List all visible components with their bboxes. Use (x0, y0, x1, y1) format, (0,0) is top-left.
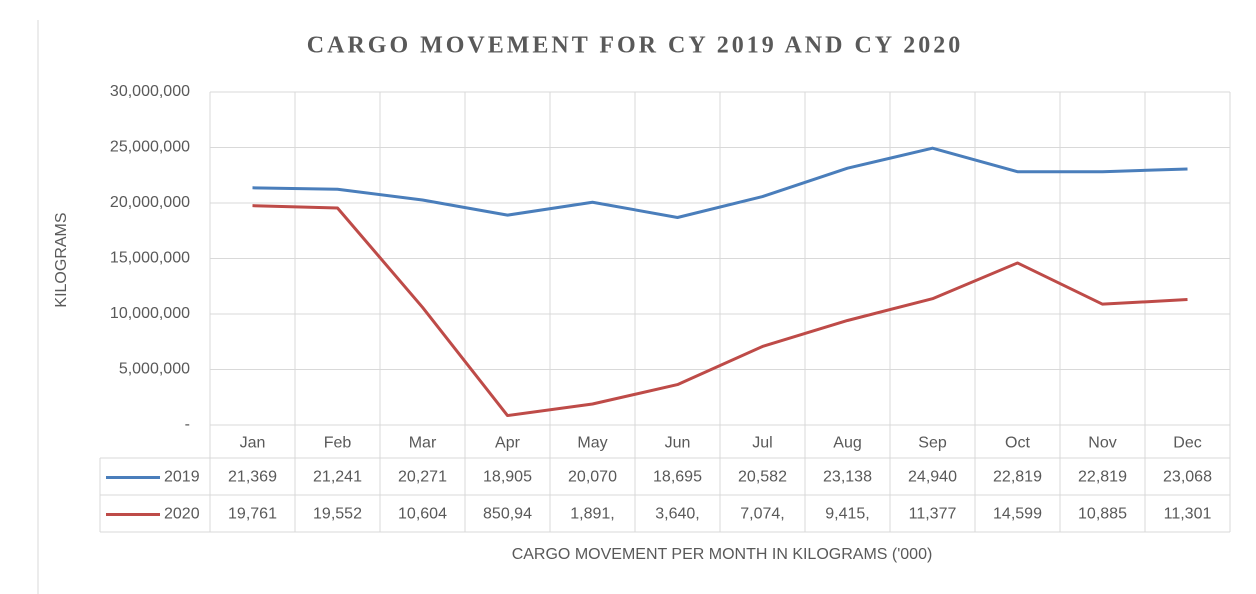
data-label: 9,415, (825, 506, 869, 523)
x-tick-label: Feb (324, 435, 352, 452)
data-label: 20,582 (738, 469, 787, 486)
data-label: 11,301 (1164, 506, 1212, 523)
x-tick-label: Oct (1005, 435, 1030, 452)
data-label: 24,940 (908, 469, 957, 486)
data-label: 19,552 (313, 506, 362, 523)
data-label: 14,599 (993, 506, 1042, 523)
x-tick-label: Jul (752, 435, 772, 452)
data-label: 18,905 (483, 469, 532, 486)
data-label: 22,819 (1078, 469, 1127, 486)
x-tick-label: Sep (918, 435, 947, 452)
x-tick-label: Jan (240, 435, 266, 452)
data-label: 7,074, (740, 506, 784, 523)
data-label: 20,271 (398, 469, 447, 486)
y-tick-label: - (185, 416, 190, 433)
data-label: 19,761 (228, 506, 277, 523)
series-line (252, 146, 1188, 219)
x-tick-label: Jun (665, 435, 691, 452)
y-axis-label: KILOGRAMS (53, 212, 70, 307)
data-label: 10,604 (398, 506, 447, 523)
x-tick-label: May (577, 435, 607, 452)
data-label: 3,640, (655, 506, 699, 523)
x-tick-label: Mar (409, 435, 437, 452)
data-label: 23,068 (1163, 469, 1212, 486)
chart-title: CARGO MOVEMENT FOR CY 2019 AND CY 2020 (307, 33, 963, 59)
data-label: 850,94 (483, 506, 532, 523)
series-line (252, 204, 1188, 418)
y-tick-label: 10,000,000 (110, 305, 190, 322)
data-label: 20,070 (568, 469, 617, 486)
y-tick-label: 20,000,000 (110, 194, 190, 211)
data-label: 21,369 (228, 469, 277, 486)
data-label: 23,138 (823, 469, 872, 486)
data-label: 10,885 (1078, 506, 1127, 523)
x-axis-label: CARGO MOVEMENT PER MONTH IN KILOGRAMS ('… (512, 546, 933, 563)
legend-label: 2020 (164, 506, 200, 523)
y-tick-label: 5,000,000 (119, 361, 190, 378)
data-label: 22,819 (993, 469, 1042, 486)
x-tick-label: Apr (495, 435, 521, 452)
data-label: 1,891, (570, 506, 614, 523)
data-label: 21,241 (313, 469, 362, 486)
y-tick-label: 30,000,000 (110, 83, 190, 100)
x-tick-label: Aug (833, 435, 861, 452)
x-tick-label: Nov (1088, 435, 1116, 452)
data-label: 11,377 (909, 506, 957, 523)
data-label: 18,695 (653, 469, 702, 486)
legend-label: 2019 (164, 469, 200, 486)
x-tick-label: Dec (1173, 435, 1201, 452)
y-tick-label: 15,000,000 (110, 250, 190, 267)
y-tick-label: 25,000,000 (110, 139, 190, 156)
